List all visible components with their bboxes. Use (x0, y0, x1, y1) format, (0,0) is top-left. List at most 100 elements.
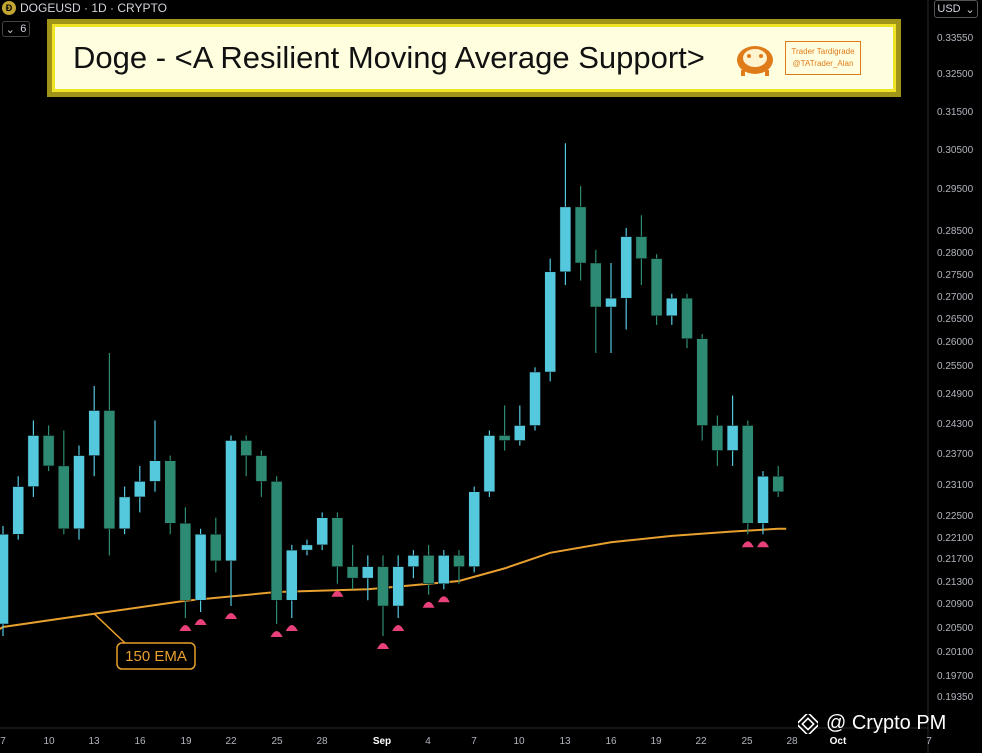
candle-body (605, 297, 617, 308)
price-tick-label: 0.22500 (937, 511, 974, 522)
time-tick-label: 7 (0, 736, 6, 747)
support-marker (377, 643, 389, 649)
time-tick-label: 28 (316, 736, 328, 747)
support-marker (225, 613, 237, 619)
symbol-header[interactable]: Ð DOGEUSD · 1D · CRYPTO (0, 0, 167, 16)
candle-body (772, 476, 784, 492)
indicator-count: 6 (20, 23, 27, 35)
candle-body (0, 534, 9, 625)
candle-body (27, 435, 40, 487)
time-tick-label: 25 (741, 736, 753, 747)
time-tick-label: 10 (43, 736, 55, 747)
price-tick-label: 0.30500 (937, 145, 974, 156)
price-tick-label: 0.29500 (937, 184, 974, 195)
title-banner: Doge - <A Resilient Moving Average Suppo… (47, 19, 901, 97)
candle-body (559, 206, 572, 273)
candle-body (468, 491, 480, 567)
candle-body (255, 455, 268, 482)
candle-body (58, 465, 70, 529)
candle-body (757, 476, 769, 524)
candle-body (316, 517, 328, 546)
candle-body (574, 206, 587, 264)
brand-stamp: Trader Tardigrade @TATrader_Alan (785, 41, 861, 75)
brand-handle: @TATrader_Alan (792, 59, 854, 68)
dogecoin-logo-icon: Ð (2, 1, 16, 15)
price-tick-label: 0.32500 (937, 69, 974, 80)
support-marker (194, 619, 207, 625)
price-tick-label: 0.26500 (937, 314, 974, 325)
ema-150-line (0, 527, 787, 630)
candle-body (590, 262, 602, 308)
price-tick-label: 0.20900 (937, 599, 974, 610)
time-tick-label: 4 (425, 736, 431, 747)
support-marker (757, 541, 769, 548)
time-tick-label: 28 (786, 736, 798, 747)
price-tick-label: 0.24300 (937, 419, 974, 430)
candle-body (73, 455, 85, 530)
candle-body (544, 271, 556, 373)
candle-body (134, 481, 146, 498)
price-tick-label: 0.23100 (937, 480, 974, 491)
time-tick-label: 7 (926, 736, 932, 747)
candle-body (149, 460, 161, 482)
ema-callout-box (116, 642, 196, 670)
price-tick-label: 0.20100 (937, 647, 974, 658)
ema-callout-pointer (93, 613, 126, 644)
candle-body (194, 534, 207, 601)
banner-title: Doge - <A Resilient Moving Average Suppo… (73, 40, 705, 75)
time-tick-label: 13 (88, 736, 100, 747)
support-marker (422, 601, 435, 608)
title-banner-inner: Doge - <A Resilient Moving Average Suppo… (52, 24, 896, 92)
candle-body (118, 496, 131, 529)
candle-body (301, 544, 313, 551)
candle-body (422, 555, 435, 584)
candle-body (377, 566, 389, 607)
price-tick-label: 0.23700 (937, 449, 974, 460)
candle-body (711, 425, 724, 451)
currency-selector[interactable]: USD ⌄ (934, 0, 978, 18)
indicator-count-toggle[interactable]: ⌄ 6 (2, 21, 30, 37)
time-tick-label: 22 (225, 736, 237, 747)
candle-body (88, 410, 100, 456)
candle-body (210, 534, 222, 562)
candle-body (270, 481, 283, 601)
candle-body (164, 460, 176, 524)
candle-body (620, 236, 632, 299)
price-tick-label: 0.24900 (937, 389, 974, 400)
candle-body (438, 555, 450, 584)
binance-diamond-icon (798, 713, 818, 734)
time-tick-label: 16 (134, 736, 146, 747)
support-marker (270, 631, 283, 637)
time-tick-label: 7 (471, 736, 477, 747)
support-marker (741, 541, 754, 548)
price-tick-label: 0.25500 (937, 361, 974, 372)
price-tick-label: 0.28000 (937, 248, 974, 259)
support-marker (437, 596, 450, 603)
candle-body (742, 425, 754, 524)
time-tick-label: 19 (650, 736, 662, 747)
support-marker (331, 590, 344, 597)
candle-body (179, 523, 192, 601)
candle-body (346, 566, 359, 579)
price-tick-label: 0.22100 (937, 533, 974, 544)
candle-body (225, 440, 237, 562)
candle-body (407, 555, 420, 567)
support-marker (392, 625, 405, 631)
brand-name: Trader Tardigrade (791, 47, 855, 56)
price-tick-label: 0.28500 (937, 226, 974, 237)
candle-body (103, 410, 116, 529)
tardigrade-logo-icon (737, 46, 773, 76)
candle-body (362, 566, 374, 579)
time-tick-label: 25 (271, 736, 283, 747)
time-tick-label: 19 (180, 736, 192, 747)
candle-body (331, 517, 344, 567)
price-tick-label: 0.20500 (937, 623, 974, 634)
price-tick-label: 0.31500 (937, 107, 974, 118)
price-tick-label: 0.27500 (937, 270, 974, 281)
candle-body (696, 338, 708, 426)
candle-body (240, 440, 252, 456)
price-tick-label: 0.19700 (937, 671, 974, 682)
price-tick-label: 0.21300 (937, 577, 974, 588)
price-tick-label: 0.21700 (937, 554, 974, 565)
